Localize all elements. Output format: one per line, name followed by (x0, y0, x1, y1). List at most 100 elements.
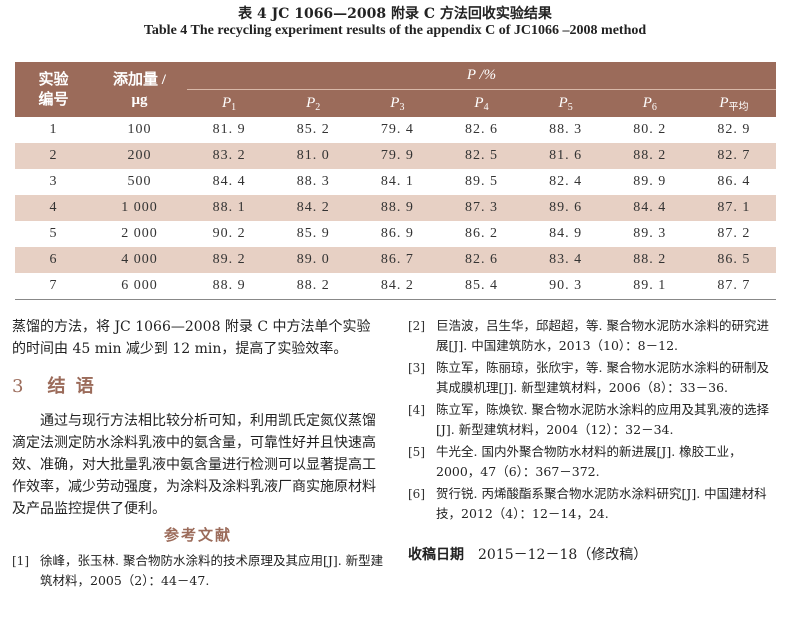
table-cell: 85. 2 (271, 117, 356, 143)
table-cell: 82. 6 (439, 117, 524, 143)
header-exp-no: 实验 编号 (15, 62, 92, 117)
references-heading: 参考文献 (163, 526, 232, 544)
header-p-6: P6 (607, 89, 692, 117)
reference-item: [4] 陈立军，陈焕钦. 聚合物水泥防水涂料的应用及其乳液的选择[J]. 新型建筑… (408, 400, 776, 440)
table-cell: 87. 7 (691, 273, 776, 300)
section-number: 3 (12, 376, 26, 397)
table-cell: 90. 2 (187, 221, 272, 247)
table-cell: 87. 1 (691, 195, 776, 221)
table-cell: 89. 0 (271, 247, 356, 273)
left-column: 蒸馏的方法，将 JC 1066—2008 附录 C 中方法单个实验的时间由 45… (12, 316, 384, 593)
table-caption-cn: 表 4 JC 1066—2008 附录 C 方法回收实验结果 (238, 6, 552, 22)
table-cell: 88. 3 (523, 117, 608, 143)
reference-text: 陈立军，陈丽琼，张欣宇，等. 聚合物水泥防水涂料的研制及其成膜机理[J]. 新型… (436, 360, 769, 395)
table-cell: 1 000 (92, 195, 187, 221)
reference-text: 贺行锐. 丙烯酸酯系聚合物水泥防水涂料研究[J]. 中国建材科技，2012（4）… (436, 486, 767, 521)
table-cell: 83. 2 (187, 143, 272, 169)
table-cell: 88. 9 (355, 195, 440, 221)
table-cell: 88. 2 (607, 247, 692, 273)
table-cell: 87. 3 (439, 195, 524, 221)
table-cell: 88. 9 (187, 273, 272, 300)
table-cell: 500 (92, 169, 187, 195)
reference-text: 牛光全. 国内外聚合物防水材料的新进展[J]. 橡胶工业，2000，47（6）：… (436, 444, 742, 479)
table-cell: 86. 9 (355, 221, 440, 247)
table-cell: 80. 2 (607, 117, 692, 143)
header-added-amount: 添加量 / μg (92, 62, 187, 117)
table-cell: 6 000 (92, 273, 187, 300)
table-cell: 79. 9 (355, 143, 440, 169)
table-cell: 81. 0 (271, 143, 356, 169)
table-row: 2 200 83. 2 81. 0 79. 9 82. 5 81. 6 88. 2 82. 7 (15, 143, 776, 169)
received-date: 收稿日期 2015－12－18（修改稿） (408, 544, 776, 564)
received-label: 收稿日期 (408, 547, 464, 563)
table-cell: 86. 2 (439, 221, 524, 247)
reference-item: [2] 巨浩波，吕生华，邱超超，等. 聚合物水泥防水涂料的研究进展[J]. 中国建… (408, 316, 776, 356)
header-p-group: P /% (187, 62, 776, 90)
reference-text: 徐峰，张玉林. 聚合物防水涂料的技术原理及其应用[J]. 新型建筑材料，2005… (40, 553, 384, 588)
conclusion-paragraph: 通过与现行方法相比较分析可知，利用凯氏定氮仪蒸馏滴定法测定防水涂料乳液中的氨含量… (12, 413, 376, 517)
table-cell: 7 (15, 273, 92, 300)
table-cell: 82. 5 (439, 143, 524, 169)
reference-number: [4] (408, 403, 425, 417)
reference-item: [6] 贺行锐. 丙烯酸酯系聚合物水泥防水涂料研究[J]. 中国建材科技，2012… (408, 484, 776, 524)
header-p-4: P4 (439, 89, 524, 117)
table-cell: 79. 4 (355, 117, 440, 143)
table-cell: 2 (15, 143, 92, 169)
table-cell: 87. 2 (691, 221, 776, 247)
table-row: 3 500 84. 4 88. 3 84. 1 89. 5 82. 4 89. 9 86. 4 (15, 169, 776, 195)
table-cell: 86. 7 (355, 247, 440, 273)
table-cell: 84. 1 (355, 169, 440, 195)
reference-number: [1] (12, 554, 29, 568)
header-p-7: P平均 (691, 89, 776, 117)
table-cell: 6 (15, 247, 92, 273)
table-cell: 82. 6 (439, 247, 524, 273)
results-table: 实验 编号 添加量 / μg P /% P1 P2 P3 P4 P5 P6 P平均 1 100 81… (15, 62, 776, 300)
table-cell: 82. 9 (691, 117, 776, 143)
header-p-5: P5 (523, 89, 608, 117)
section-title: 结 语 (47, 376, 96, 397)
table-cell: 82. 7 (691, 143, 776, 169)
table-cell: 81. 6 (523, 143, 608, 169)
header-p-2: P2 (271, 89, 356, 117)
table-cell: 85. 9 (271, 221, 356, 247)
reference-item: [1] 徐峰，张玉林. 聚合物防水涂料的技术原理及其应用[J]. 新型建筑材料，… (12, 551, 384, 591)
table-cell: 4 000 (92, 247, 187, 273)
table-cell: 89. 1 (607, 273, 692, 300)
reference-number: [6] (408, 487, 425, 501)
table-cell: 5 (15, 221, 92, 247)
table-cell: 84. 9 (523, 221, 608, 247)
reference-item: [5] 牛光全. 国内外聚合物防水材料的新进展[J]. 橡胶工业，2000，47（… (408, 442, 776, 482)
table-cell: 84. 2 (271, 195, 356, 221)
table-cell: 88. 2 (271, 273, 356, 300)
references-list: [2] 巨浩波，吕生华，邱超超，等. 聚合物水泥防水涂料的研究进展[J]. 中国建… (408, 316, 776, 524)
header-p-3: P3 (355, 89, 440, 117)
table-cell: 200 (92, 143, 187, 169)
table-cell: 89. 9 (607, 169, 692, 195)
table-cell: 86. 4 (691, 169, 776, 195)
intro-paragraph: 蒸馏的方法，将 JC 1066—2008 附录 C 中方法单个实验的时间由 45… (12, 319, 371, 357)
table-cell: 88. 2 (607, 143, 692, 169)
table-cell: 1 (15, 117, 92, 143)
table-cell: 86. 5 (691, 247, 776, 273)
table-caption-en: Table 4 The recycling experiment results… (143, 23, 647, 38)
table-cell: 100 (92, 117, 187, 143)
table-cell: 84. 4 (187, 169, 272, 195)
table-cell: 81. 9 (187, 117, 272, 143)
reference-item: [3] 陈立军，陈丽琼，张欣宇，等. 聚合物水泥防水涂料的研制及其成膜机理[J].… (408, 358, 776, 398)
table-cell: 89. 5 (439, 169, 524, 195)
table-cell: 82. 4 (523, 169, 608, 195)
table-cell: 89. 6 (523, 195, 608, 221)
table-cell: 88. 3 (271, 169, 356, 195)
reference-text: 陈立军，陈焕钦. 聚合物水泥防水涂料的应用及其乳液的选择[J]. 新型建筑材料，… (436, 402, 769, 437)
reference-number: [2] (408, 319, 425, 333)
table-cell: 88. 1 (187, 195, 272, 221)
table-cell: 85. 4 (439, 273, 524, 300)
table-row: 1 100 81. 9 85. 2 79. 4 82. 6 88. 3 80. 2 82. 9 (15, 117, 776, 143)
table-cell: 83. 4 (523, 247, 608, 273)
table-cell: 84. 2 (355, 273, 440, 300)
table-cell: 84. 4 (607, 195, 692, 221)
